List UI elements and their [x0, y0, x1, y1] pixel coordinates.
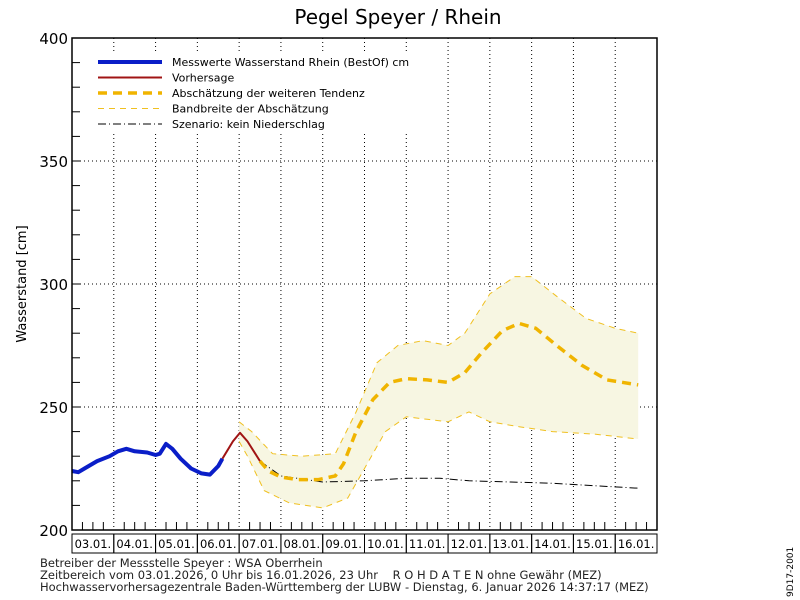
series-line-tendency [258, 321, 639, 482]
x-tick-label: 07.01. [242, 537, 279, 551]
legend-label-measured: Messwerte Wasserstand Rhein (BestOf) cm [172, 56, 409, 69]
x-tick-label: 12.01. [451, 537, 488, 551]
x-label-box [614, 533, 658, 554]
x-tick-label: 08.01. [284, 537, 321, 551]
chart-code: 9D17-2001 [786, 547, 796, 597]
y-tick-label: 200 [39, 522, 68, 540]
y-tick-label: 400 [39, 30, 68, 48]
x-tick-label: 04.01. [116, 537, 153, 551]
footer-operator: Betreiber der Messstelle Speyer : WSA Ob… [40, 556, 323, 570]
band-area [239, 276, 639, 508]
x-tick-label: 05.01. [158, 537, 195, 551]
band-lower-line [238, 411, 639, 509]
x-tick-label: 13.01. [492, 537, 529, 551]
legend-background [82, 52, 422, 132]
band-upper-line [238, 276, 639, 457]
x-tick-label: 06.01. [200, 537, 237, 551]
chart-title: Pegel Speyer / Rhein [294, 5, 501, 29]
x-tick-label: 10.01. [367, 537, 404, 551]
x-tick-label: 03.01. [75, 537, 112, 551]
x-tick-label: 14.01. [534, 537, 571, 551]
x-tick-label: 09.01. [325, 537, 362, 551]
series-line-forecast [221, 431, 261, 462]
y-axis-label: Wasserstand [cm] [15, 225, 30, 342]
y-tick-label: 250 [39, 399, 68, 417]
legend-label-forecast: Vorhersage [172, 72, 234, 85]
footer-time-range: Zeitbereich vom 03.01.2026, 0 Uhr bis 16… [40, 568, 602, 582]
series-line-measured [71, 441, 225, 477]
y-tick-label: 350 [39, 153, 68, 171]
x-tick-label: 15.01. [576, 537, 613, 551]
y-tick-label: 300 [39, 276, 68, 294]
legend-label-band: Bandbreite der Abschätzung [172, 103, 329, 116]
x-tick-label: 11.01. [409, 537, 446, 551]
footer-publisher: Hochwasservorhersagezentrale Baden-Württ… [40, 580, 649, 594]
series-line-scenario [259, 460, 639, 489]
legend-label-tendency: Abschätzung der weiteren Tendenz [172, 87, 365, 100]
x-tick-label: 16.01. [618, 537, 655, 551]
legend-label-scenario: Szenario: kein Niederschlag [172, 118, 325, 131]
